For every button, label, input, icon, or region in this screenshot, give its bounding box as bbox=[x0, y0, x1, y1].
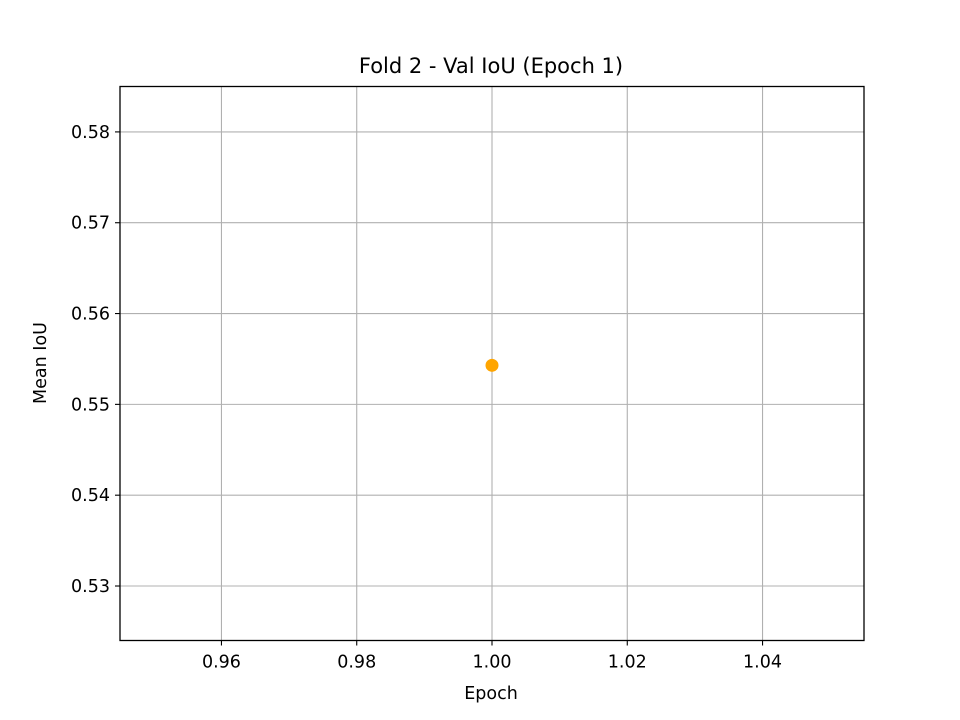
data-points bbox=[485, 358, 499, 372]
y-tick-label: 0.53 bbox=[71, 577, 110, 597]
y-tick-label: 0.57 bbox=[71, 214, 110, 234]
y-axis-label: Mean IoU bbox=[31, 322, 51, 404]
x-tick-label: 1.00 bbox=[473, 653, 512, 673]
grid bbox=[120, 86, 864, 641]
y-axis-ticks: 0.53 0.54 0.55 0.56 0.57 0.58 bbox=[71, 123, 120, 597]
data-point bbox=[485, 358, 499, 372]
y-tick-label: 0.56 bbox=[71, 305, 110, 325]
chart-title: Fold 2 - Val IoU (Epoch 1) bbox=[359, 54, 623, 78]
x-tick-label: 1.02 bbox=[608, 653, 647, 673]
x-tick-label: 0.98 bbox=[337, 653, 376, 673]
x-axis-ticks: 0.96 0.98 1.00 1.02 1.04 bbox=[202, 640, 782, 673]
y-tick-label: 0.54 bbox=[71, 486, 110, 506]
x-axis-label: Epoch bbox=[464, 684, 518, 704]
y-tick-label: 0.58 bbox=[71, 123, 110, 143]
y-tick-label: 0.55 bbox=[71, 395, 110, 415]
x-tick-label: 1.04 bbox=[743, 653, 782, 673]
x-tick-label: 0.96 bbox=[202, 653, 241, 673]
